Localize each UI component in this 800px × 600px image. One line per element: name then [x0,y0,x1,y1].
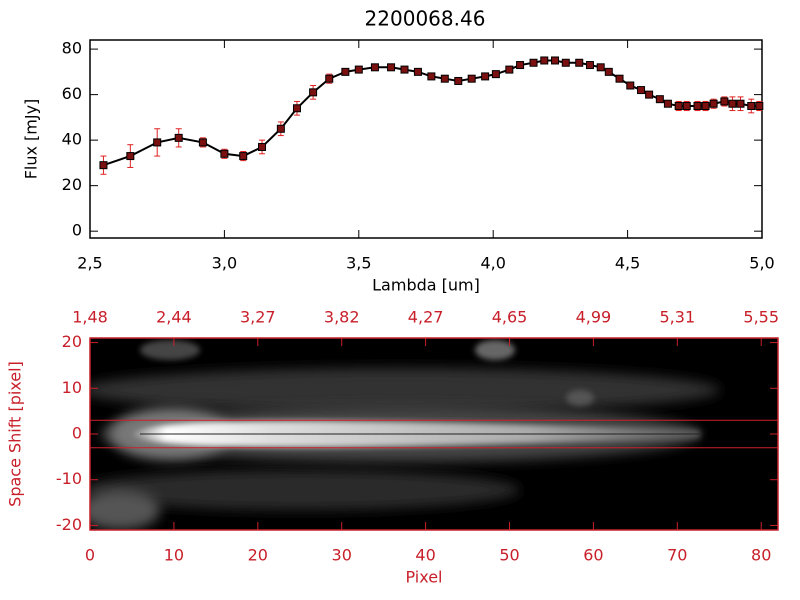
data-point [561,58,570,67]
data-point [709,99,718,108]
data-point [747,102,756,110]
data-point [529,58,538,67]
y-tick-label: 20 [62,175,82,194]
data-point [682,102,691,110]
data-point [674,102,683,110]
data-point [354,65,363,74]
data-point [239,152,248,161]
x-tick-label: 20 [248,546,268,565]
data-point [540,56,549,65]
data-point [645,90,654,99]
x-tick-label: 50 [499,546,519,565]
data-point [637,86,646,95]
x-tick-label: 30 [332,546,352,565]
y-tick-label: 10 [62,378,82,397]
data-point [585,61,594,70]
x2-tick-label: 1,48 [72,308,108,327]
data-point [220,149,229,158]
spectrum-image [90,338,778,530]
y-tick-label: -20 [56,515,82,534]
data-point [516,61,525,70]
x-tick-label: 2,5 [77,254,102,273]
data-point [99,161,108,170]
data-point [615,74,624,83]
x2-tick-label: 5,55 [743,308,779,327]
data-point [481,72,490,81]
x-tick-label: 80 [751,546,771,565]
x-tick-label: 70 [667,546,687,565]
data-point [153,138,162,147]
y-tick-label: 20 [62,332,82,351]
x2-tick-label: 5,31 [660,308,696,327]
data-point [720,97,729,106]
data-point [258,142,267,151]
y-tick-label: 0 [72,424,82,443]
y-tick-label: 80 [62,39,82,58]
y-axis-label: Space Shift [pixel] [6,361,25,507]
data-point [341,67,350,76]
x-tick-label: 5,0 [749,254,774,273]
data-point [701,102,710,110]
x-axis-label: Pixel [405,568,442,587]
data-point [604,67,613,76]
data-point [325,74,334,83]
x-tick-label: 0 [85,546,95,565]
y-tick-label: 60 [62,84,82,103]
data-point [387,63,396,72]
x-tick-label: 4,5 [615,254,640,273]
y-axis-label: Flux [mJy] [22,99,41,180]
y-tick-label: 40 [62,130,82,149]
data-point [174,133,183,142]
data-point [276,124,285,133]
data-point [198,138,207,147]
y-tick-label: -10 [56,469,82,488]
chart-title: 2200068.46 [365,7,486,31]
y-tick-label: 0 [72,221,82,240]
data-point [575,58,584,67]
data-point [596,63,605,72]
data-point [736,99,745,108]
x-tick-label: 10 [164,546,184,565]
data-point [755,102,764,110]
data-point [413,67,422,76]
x-tick-label: 60 [583,546,603,565]
x-tick-label: 40 [415,546,435,565]
data-point [292,104,301,113]
x-tick-label: 3,0 [212,254,237,273]
data-point [126,152,135,161]
plot-frame [89,39,763,239]
data-point [309,88,318,97]
data-point [427,72,436,81]
x-axis-label: Lambda [um] [372,276,480,295]
x2-tick-label: 3,82 [324,308,360,327]
data-point [454,76,463,85]
x-tick-label: 3,5 [346,254,371,273]
data-point [505,65,514,74]
data-point [491,70,500,79]
data-point [370,63,379,72]
x2-tick-label: 4,27 [408,308,444,327]
x2-tick-label: 4,65 [492,308,528,327]
data-point [440,74,449,83]
data-point [467,74,476,83]
data-point [693,102,702,110]
data-point [655,95,664,104]
data-point [663,99,672,108]
x-tick-label: 4,0 [480,254,505,273]
x2-tick-label: 4,99 [576,308,612,327]
data-point [728,99,737,108]
data-point [400,65,409,74]
x2-tick-label: 2,44 [156,308,192,327]
data-point [626,81,635,90]
data-point [551,56,560,65]
x2-tick-label: 3,27 [240,308,276,327]
